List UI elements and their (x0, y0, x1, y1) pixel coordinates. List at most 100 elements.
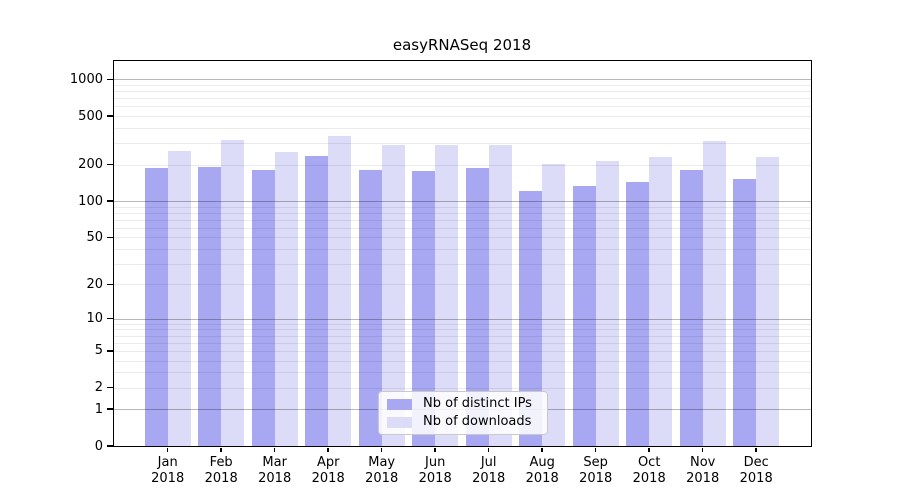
bar-downloads-apr (328, 135, 352, 446)
legend-swatch-downloads-icon (387, 416, 412, 428)
minor-gridline (114, 360, 811, 362)
x-tick (701, 447, 704, 452)
legend: Nb of distinct IPs Nb of downloads (378, 391, 548, 435)
bar-distinct-ips-oct (626, 181, 650, 446)
x-tick-month: Nov (690, 455, 716, 470)
x-tick-label: Jan 2018 (137, 455, 199, 486)
major-gridline (114, 318, 811, 320)
x-tick-year: 2018 (258, 470, 292, 486)
minor-gridline (114, 329, 811, 331)
minor-gridline (114, 350, 811, 352)
x-tick-label: Aug 2018 (511, 455, 573, 486)
bar-downloads-jul (488, 145, 512, 446)
minor-gridline (114, 342, 811, 344)
bar-downloads-aug (542, 164, 566, 446)
bar-distinct-ips-nov (679, 170, 703, 446)
bars-layer (114, 61, 811, 446)
minor-gridline (114, 84, 811, 86)
x-tick-year: 2018 (686, 470, 720, 486)
minor-gridline (114, 237, 811, 239)
minor-gridline (114, 323, 811, 325)
x-tick-month: Dec (743, 455, 769, 470)
y-tick (106, 386, 113, 389)
y-tick (106, 115, 113, 117)
minor-gridline (114, 248, 811, 250)
bar-downloads-mar (274, 152, 298, 446)
y-tick (106, 317, 113, 320)
minor-gridline (114, 212, 811, 214)
bar-distinct-ips-apr (305, 156, 329, 446)
x-tick-label: Oct 2018 (618, 455, 680, 486)
bar-distinct-ips-mar (251, 169, 275, 446)
minor-gridline (114, 143, 811, 145)
major-gridline (114, 79, 811, 81)
x-tick-label: Sep 2018 (565, 455, 627, 486)
x-tick-label: Feb 2018 (190, 455, 252, 486)
x-tick (487, 447, 490, 452)
minor-gridline (114, 335, 811, 337)
x-tick-month: Aug (529, 455, 555, 470)
x-tick-year: 2018 (579, 470, 613, 486)
x-tick-year: 2018 (418, 470, 452, 486)
minor-gridline (114, 206, 811, 208)
y-tick-label: 20 (86, 276, 103, 292)
x-tick-label: Mar 2018 (244, 455, 306, 486)
legend-row-downloads: Nb of downloads (387, 415, 547, 429)
x-tick (541, 447, 543, 452)
y-tick-label: 1 (94, 401, 103, 417)
x-tick-month: May (368, 455, 396, 470)
x-tick (755, 447, 757, 452)
y-tick-label: 200 (78, 157, 103, 173)
x-tick-year: 2018 (151, 470, 185, 486)
y-tick (106, 283, 113, 286)
y-tick (106, 445, 113, 447)
x-tick-year: 2018 (632, 470, 666, 486)
x-tick (273, 447, 276, 452)
x-tick-label: May 2018 (351, 455, 413, 486)
x-tick-month: Jan (157, 455, 178, 470)
x-tick (594, 447, 597, 452)
x-tick-month: Jul (480, 455, 497, 470)
bar-downloads-feb (221, 140, 245, 446)
y-tick (106, 200, 113, 202)
y-tick (106, 350, 113, 352)
legend-row-distinct-ips: Nb of distinct IPs (387, 397, 547, 411)
legend-label-downloads: Nb of downloads (423, 414, 532, 429)
x-tick-label: Jul 2018 (458, 455, 520, 486)
bar-distinct-ips-dec (733, 179, 757, 446)
minor-gridline (114, 98, 811, 100)
bar-distinct-ips-aug (519, 191, 543, 446)
minor-gridline (114, 227, 811, 229)
grid-layer (114, 61, 811, 446)
y-tick-label: 500 (78, 108, 103, 124)
y-tick-label: 100 (78, 193, 103, 209)
minor-gridline (114, 372, 811, 374)
x-tick-month: Oct (637, 455, 661, 470)
y-tick-label: 50 (86, 229, 103, 245)
x-tick (434, 447, 436, 452)
x-tick-year: 2018 (311, 470, 345, 486)
y-tick-label: 2 (94, 380, 103, 396)
y-tick (106, 236, 113, 239)
x-tick-label: Jun 2018 (404, 455, 466, 486)
x-tick-month: Apr (316, 455, 340, 470)
minor-gridline (114, 116, 811, 118)
y-tick (106, 78, 113, 81)
legend-swatch-distinct-ips-icon (387, 398, 412, 410)
x-tick-month: Feb (209, 455, 233, 470)
x-tick-month: Jun (425, 455, 446, 470)
minor-gridline (114, 284, 811, 286)
bar-distinct-ips-jun (412, 171, 436, 446)
x-tick-year: 2018 (472, 470, 506, 486)
minor-gridline (114, 91, 811, 93)
minor-gridline (114, 387, 811, 389)
bar-downloads-dec (756, 157, 780, 446)
x-tick-year: 2018 (365, 470, 399, 486)
y-tick-label: 0 (94, 438, 103, 454)
x-tick-month: Mar (262, 455, 287, 470)
bar-distinct-ips-jan (144, 167, 168, 446)
x-tick-label: Dec 2018 (725, 455, 787, 486)
x-tick (327, 447, 329, 452)
axis-layer: 0 1 2 5 10 20 50 100 200 500 1000 Jan 2018 Feb 2018 Mar… (70, 61, 811, 486)
